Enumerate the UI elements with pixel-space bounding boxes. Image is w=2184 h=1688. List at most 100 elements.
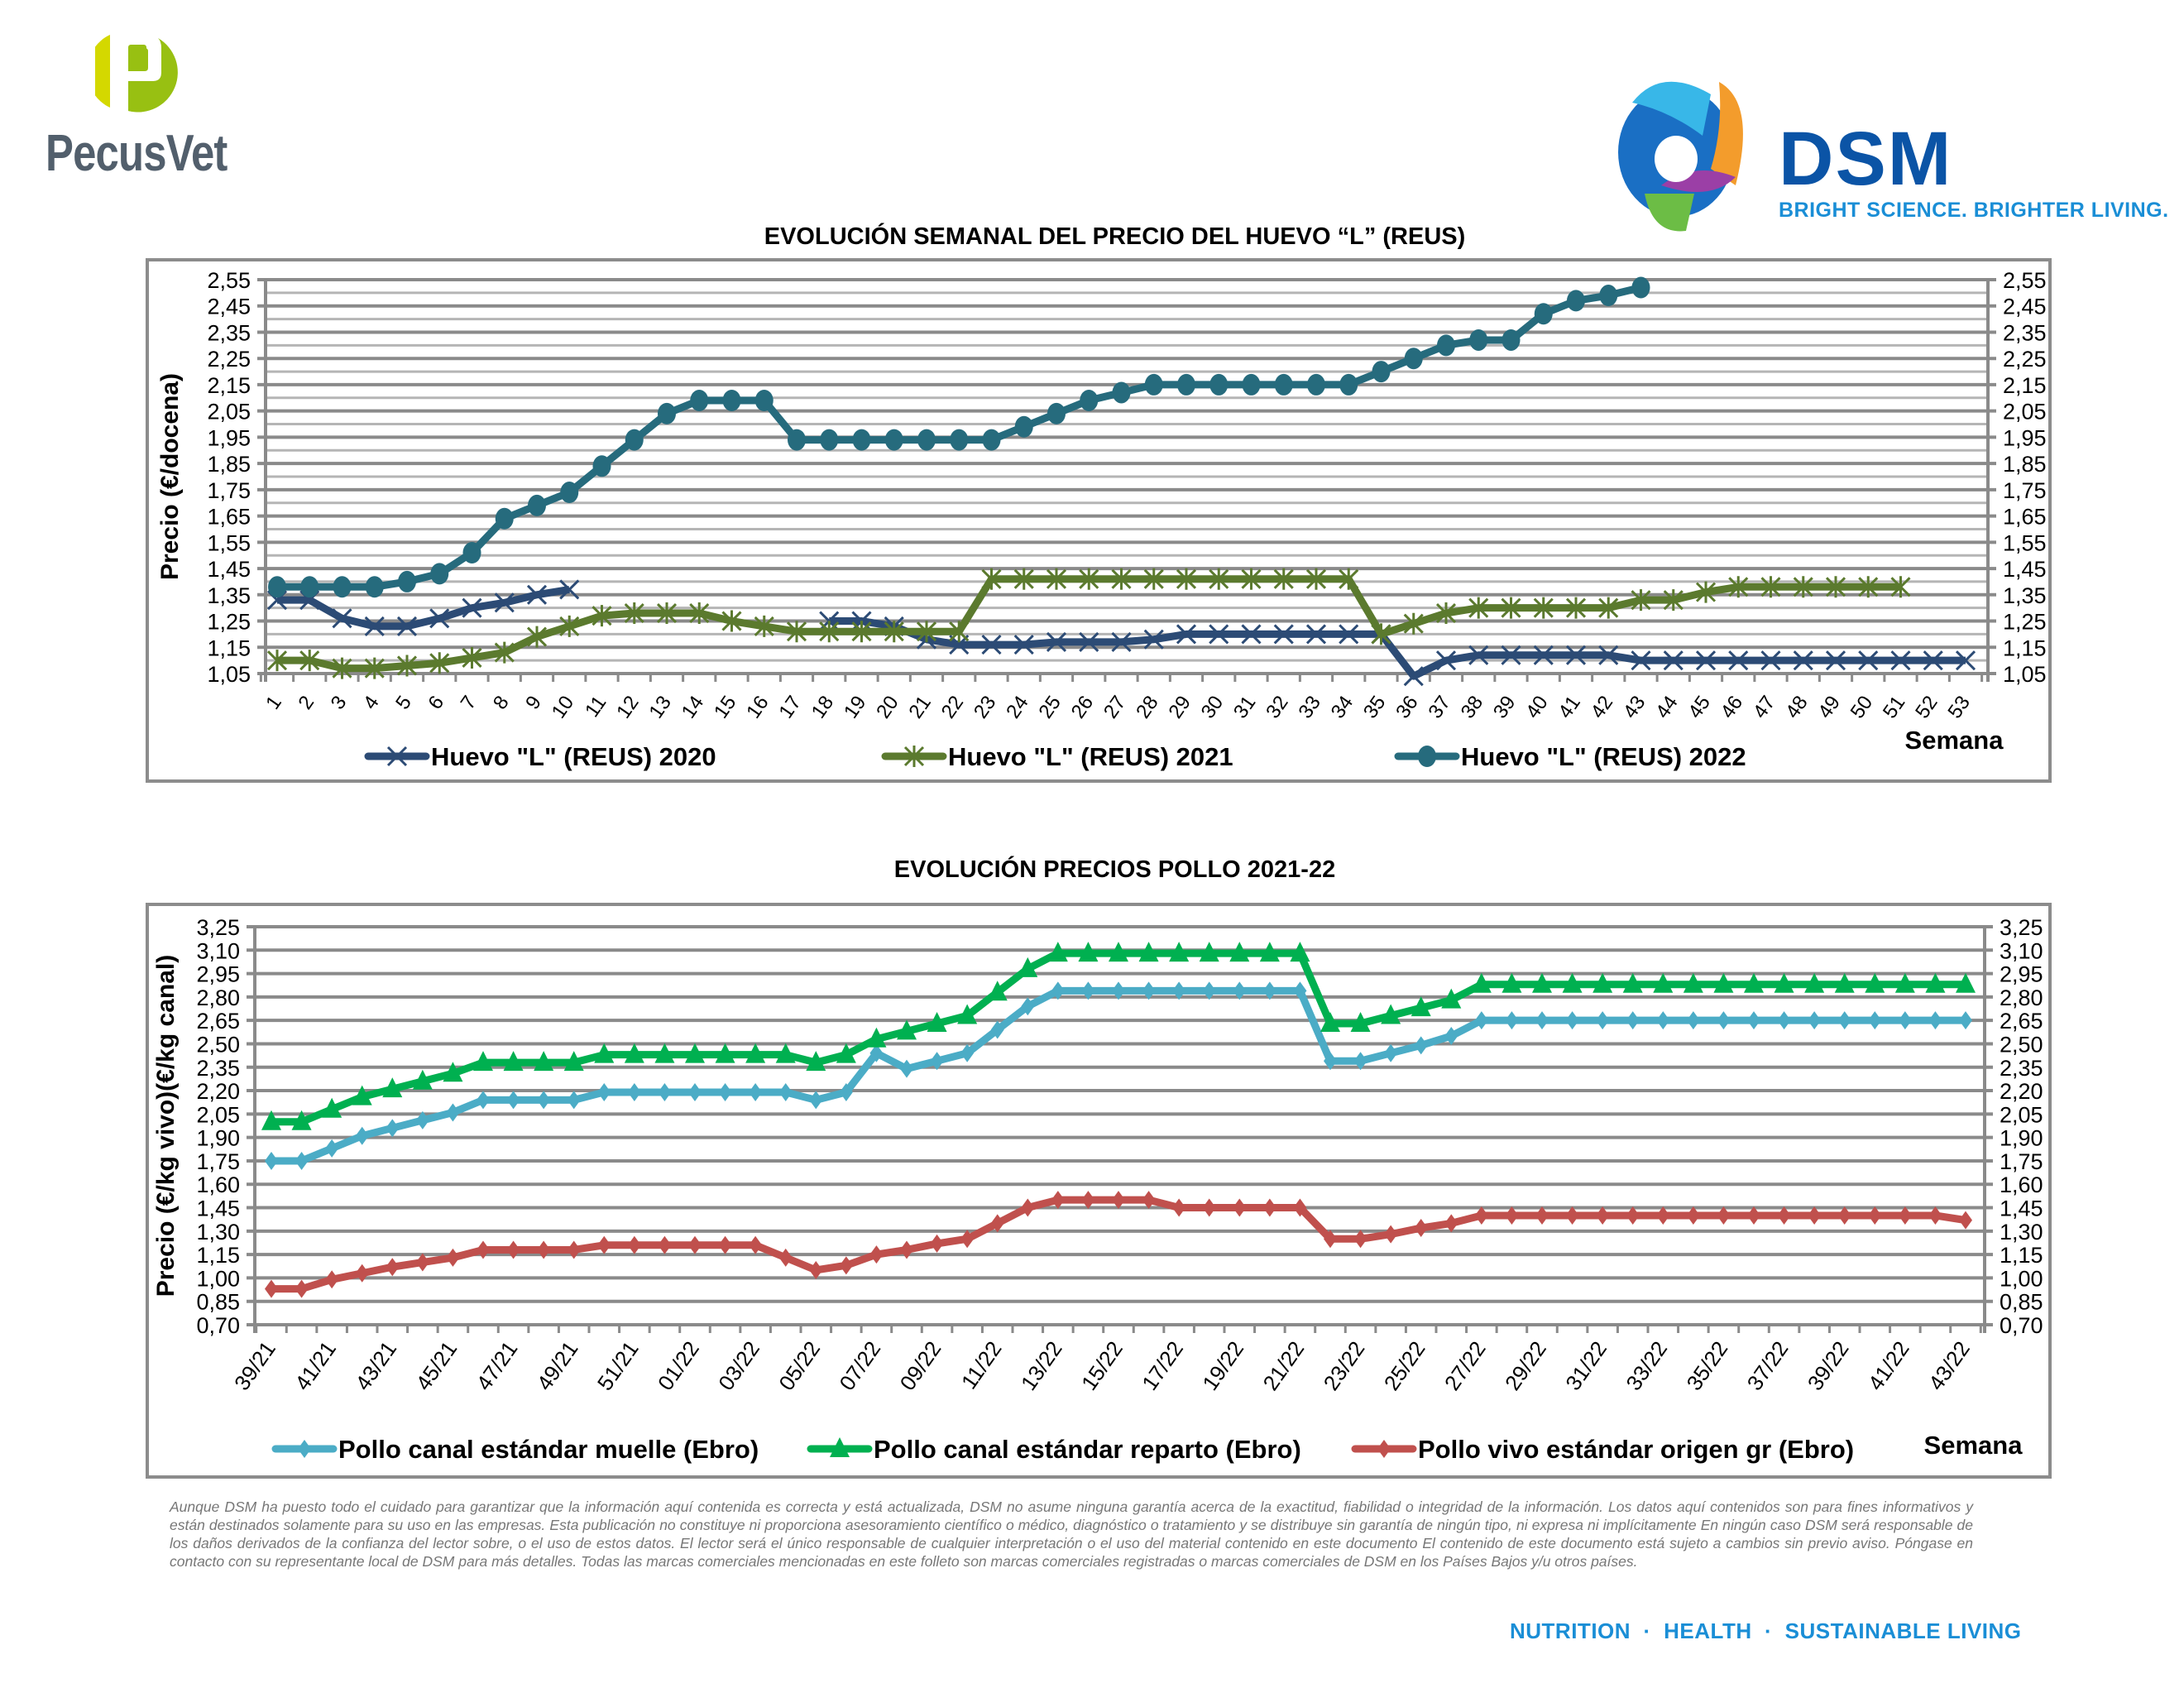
legend-marker xyxy=(298,1440,311,1458)
data-point xyxy=(1728,576,1749,598)
y-tick-label-left: 3,25 xyxy=(196,915,240,940)
data-point xyxy=(506,1091,520,1110)
data-point xyxy=(506,1240,520,1259)
y-tick-label-right: 1,55 xyxy=(2003,530,2047,555)
data-point xyxy=(1111,631,1132,652)
data-point xyxy=(1565,1206,1579,1225)
data-point xyxy=(1925,972,1946,993)
data-point xyxy=(1474,1206,1488,1225)
data-point xyxy=(295,1279,309,1298)
data-point xyxy=(1014,415,1033,438)
series-2 xyxy=(266,568,1911,679)
x-tick-label: 07/22 xyxy=(834,1336,885,1395)
data-point xyxy=(852,429,871,451)
data-point xyxy=(1713,972,1734,993)
footer-tagline: NUTRITION · HEALTH · SUSTAINABLE LIVING xyxy=(1510,1618,2022,1643)
data-point xyxy=(1435,650,1457,671)
data-point xyxy=(960,1043,975,1062)
data-point xyxy=(1868,1011,1882,1030)
data-point xyxy=(1717,1011,1731,1030)
data-point xyxy=(1414,1219,1428,1238)
data-point xyxy=(1533,645,1554,665)
x-axis-title: Semana xyxy=(1905,726,2004,755)
data-point xyxy=(658,1082,672,1101)
data-point xyxy=(494,641,515,664)
series-3 xyxy=(265,1191,1972,1298)
data-point xyxy=(1717,1206,1731,1225)
data-point xyxy=(1567,290,1585,312)
y-tick-label-left: 1,30 xyxy=(196,1220,240,1244)
data-point xyxy=(957,1004,978,1024)
data-point xyxy=(839,1256,853,1275)
data-point xyxy=(627,1235,641,1254)
y-tick-label-left: 1,85 xyxy=(207,452,251,477)
data-point xyxy=(917,429,936,451)
data-point xyxy=(1021,1198,1035,1217)
data-point xyxy=(721,610,742,632)
data-point xyxy=(1868,1206,1882,1225)
y-tick-label-right: 1,45 xyxy=(2000,1196,2043,1221)
legend-item-2: Pollo canal estándar reparto (Ebro) xyxy=(807,1435,1301,1464)
y-tick-label-left: 1,25 xyxy=(207,610,251,635)
x-axis-title: Semana xyxy=(1924,1431,2024,1460)
data-point xyxy=(1923,650,1943,671)
data-point xyxy=(809,1091,823,1110)
data-point xyxy=(1858,650,1879,671)
data-point xyxy=(1728,650,1749,671)
chart1: 1,05 1,051,15 1,151,25 1,251,35 1,351,45 1,45… xyxy=(156,268,2047,771)
y-tick-label-left: 3,10 xyxy=(196,938,240,963)
data-point xyxy=(1808,1206,1822,1225)
y-tick-label-right: 2,15 xyxy=(2003,373,2047,398)
y-tick-label-left: 2,55 xyxy=(207,268,251,293)
data-point xyxy=(412,1069,433,1090)
data-point xyxy=(1403,666,1424,687)
data-point xyxy=(1774,972,1794,993)
data-point xyxy=(1233,981,1247,1000)
x-tick-label: 03/22 xyxy=(713,1336,764,1395)
data-point xyxy=(1777,1206,1791,1225)
x-tick-label: 05/22 xyxy=(774,1336,825,1395)
legend-label: Huevo "L" (REUS) 2021 xyxy=(948,742,1233,771)
x-tick-label: 11/22 xyxy=(956,1336,1007,1393)
data-point xyxy=(415,1253,429,1272)
y-tick-label-left: 0,70 xyxy=(196,1313,240,1338)
y-tick-label-left: 1,35 xyxy=(207,583,251,608)
data-point xyxy=(1177,373,1195,396)
data-point xyxy=(1051,981,1065,1000)
data-point xyxy=(1143,568,1164,590)
x-tick-label: 35/22 xyxy=(1681,1336,1732,1395)
data-point xyxy=(1599,285,1618,307)
legend-label: Pollo canal estándar muelle (Ebro) xyxy=(338,1435,759,1464)
legend-marker xyxy=(1377,1440,1391,1458)
data-point xyxy=(884,429,903,451)
x-tick-label: 47/21 xyxy=(472,1336,523,1395)
data-point xyxy=(1502,972,1522,993)
y-tick-label-right: 2,35 xyxy=(2003,320,2047,345)
series-3 xyxy=(268,276,1650,598)
y-tick-label-right: 2,95 xyxy=(2000,962,2043,987)
data-point xyxy=(900,1240,913,1259)
legend-label: Pollo vivo estándar origen gr (Ebro) xyxy=(1418,1435,1854,1464)
data-point xyxy=(1653,972,1674,993)
data-point xyxy=(382,1077,403,1098)
data-point xyxy=(1959,1011,1972,1030)
data-point xyxy=(1565,1011,1579,1030)
legend-marker xyxy=(830,1437,850,1457)
data-point xyxy=(689,602,710,625)
data-point xyxy=(897,1019,917,1040)
data-point xyxy=(325,1270,339,1289)
data-point xyxy=(778,1248,793,1267)
legend-item-3: Huevo "L" (REUS) 2022 xyxy=(1394,742,1746,771)
data-point xyxy=(1631,589,1651,611)
data-point xyxy=(1078,942,1099,962)
data-point xyxy=(1381,1004,1401,1024)
data-point xyxy=(1384,1225,1398,1244)
x-tick-label: 49/21 xyxy=(532,1336,583,1395)
data-point xyxy=(1112,1191,1125,1210)
y-tick-label-left: 2,35 xyxy=(207,320,251,345)
data-point xyxy=(718,1082,732,1101)
y-tick-label-left: 1,45 xyxy=(196,1196,240,1221)
y-tick-label-right: 0,70 xyxy=(2000,1313,2043,1338)
legend-marker xyxy=(386,746,408,767)
data-point xyxy=(1956,972,1976,993)
